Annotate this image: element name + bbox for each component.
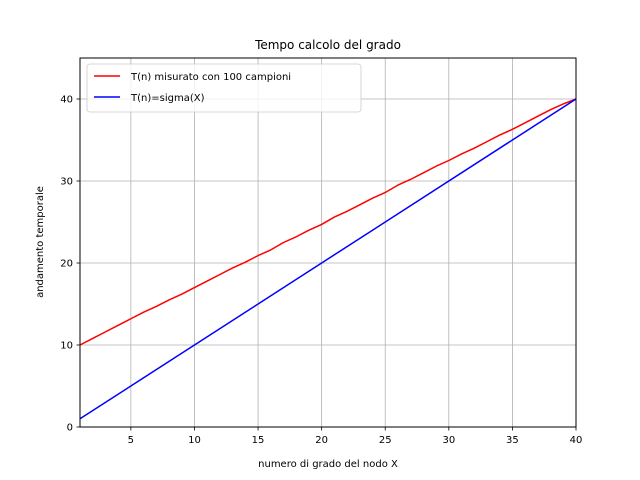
x-tick-label: 25	[379, 435, 392, 446]
legend: T(n) misurato con 100 campioni T(n)=sigma…	[86, 63, 362, 113]
x-tick-label: 5	[128, 435, 134, 446]
x-axis-title: numero di grado del nodo X	[258, 459, 398, 470]
plot-frame	[79, 57, 577, 428]
legend-label-2: T(n)=sigma(X)	[130, 93, 205, 104]
ticks: 5 10 15 20 25 30 35 40 0 10 20 30 40	[60, 95, 582, 447]
y-tick-label: 40	[60, 95, 73, 106]
y-tick-label: 10	[60, 341, 73, 352]
series-line-1	[79, 98, 577, 346]
x-tick-label: 35	[506, 435, 519, 446]
y-tick-label: 30	[60, 177, 73, 188]
y-tick-label: 20	[60, 259, 73, 270]
legend-label-1: T(n) misurato con 100 campioni	[130, 72, 291, 83]
x-tick-label: 15	[252, 435, 265, 446]
x-tick-label: 30	[442, 435, 455, 446]
x-tick-label: 40	[570, 435, 583, 446]
series-layer	[79, 98, 577, 420]
y-tick-label: 0	[67, 423, 73, 434]
y-axis-title: andamento temporale	[35, 186, 46, 298]
x-tick-label: 20	[315, 435, 328, 446]
chart-title: Tempo calcolo del grado	[254, 38, 401, 52]
series-line-2	[79, 98, 577, 420]
legend-box	[86, 63, 362, 113]
x-tick-label: 10	[188, 435, 201, 446]
